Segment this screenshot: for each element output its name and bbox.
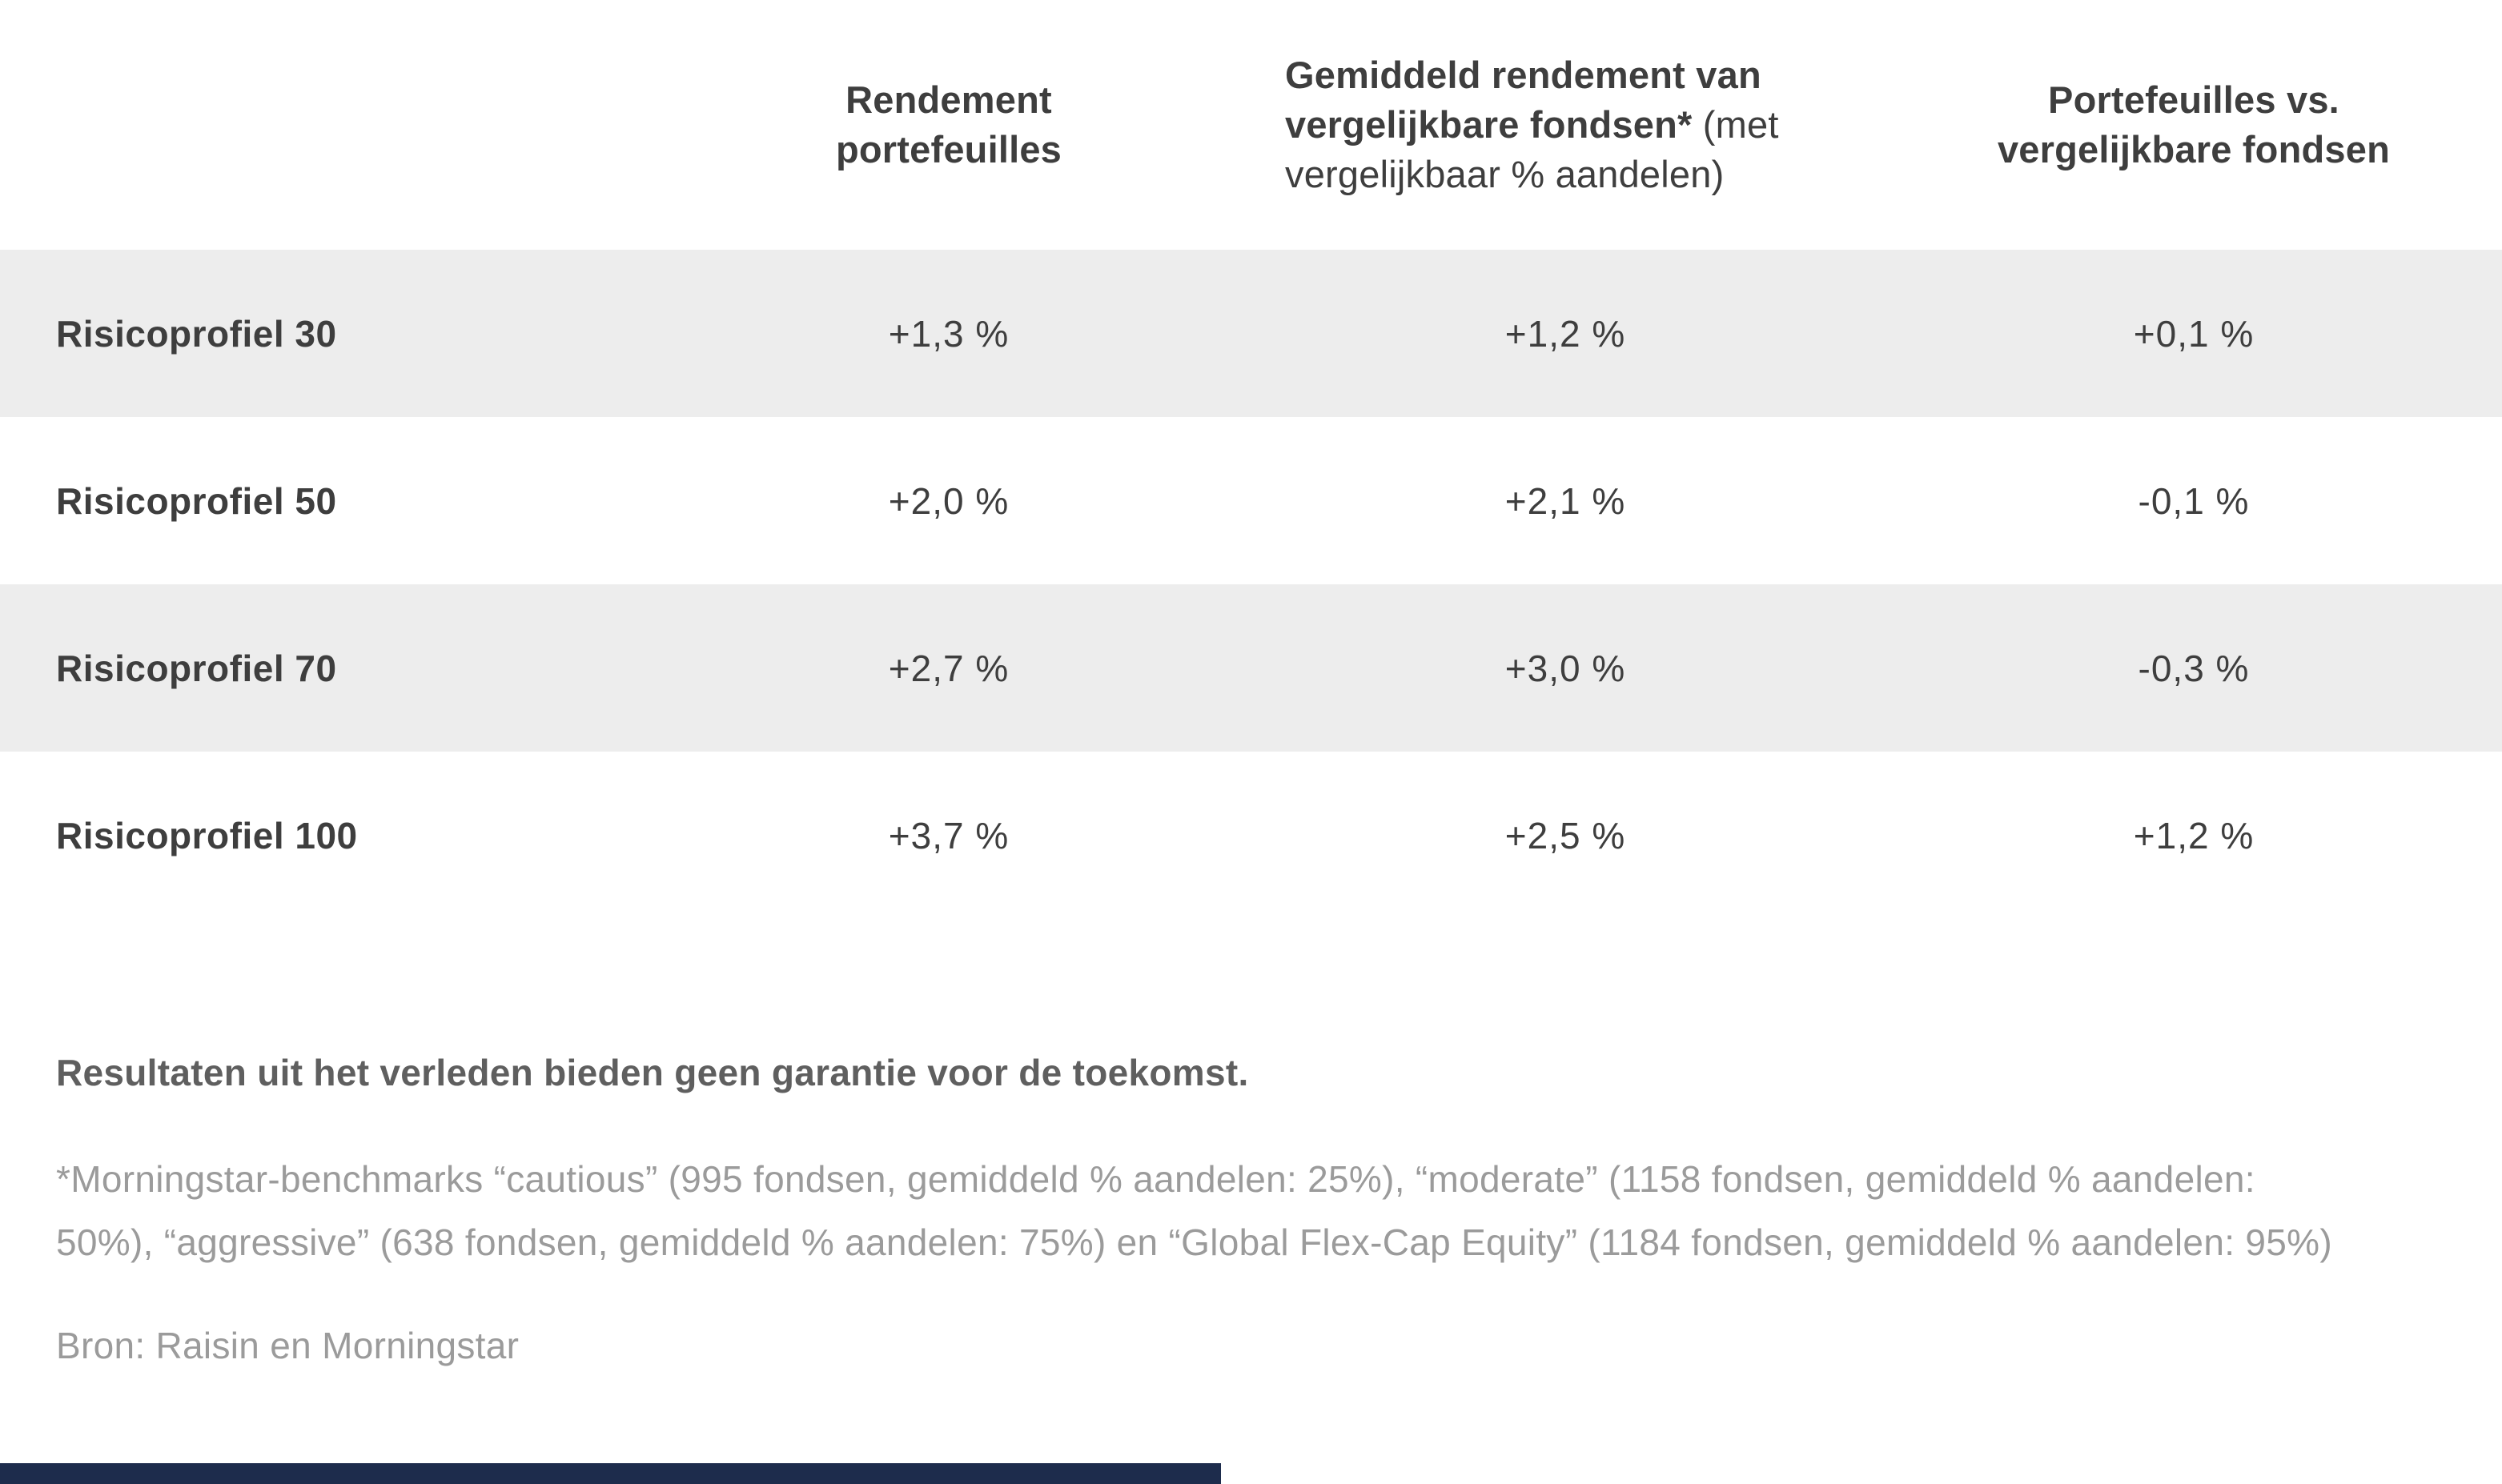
table-row-risicoprofiel-50: Risicoprofiel 50 +2,0 % +2,1 % -0,1 % <box>0 417 2502 584</box>
cell-funds-return: +2,5 % <box>1504 814 1626 856</box>
risk-profile-returns-table: Rendement portefeuilles Gemiddeld rendem… <box>0 0 2502 919</box>
bottom-navy-bar <box>0 1463 1221 1484</box>
cell-portfolio-return: +1,3 % <box>888 312 1010 355</box>
morningstar-benchmarks-footnote: *Morningstar-benchmarks “cautious” (995 … <box>56 1158 2332 1263</box>
cell-funds-return: +1,2 % <box>1504 312 1626 355</box>
cell-funds-return: +3,0 % <box>1504 647 1626 689</box>
cell-portfolio-return: +3,7 % <box>888 814 1010 856</box>
row-label: Risicoprofiel 70 <box>56 647 337 689</box>
cell-portfolio-return: +2,7 % <box>888 647 1010 689</box>
row-label: Risicoprofiel 100 <box>56 814 358 856</box>
table-row-risicoprofiel-30: Risicoprofiel 30 +1,3 % +1,2 % +0,1 % <box>0 250 2502 417</box>
header-comparable-funds-return-label: Gemiddeld rendement van vergelijkbare fo… <box>1285 50 1845 199</box>
row-label: Risicoprofiel 50 <box>56 479 337 522</box>
table-row-risicoprofiel-70: Risicoprofiel 70 +2,7 % +3,0 % -0,3 % <box>0 584 2502 752</box>
header-comparable-funds-return: Gemiddeld rendement van vergelijkbare fo… <box>1177 50 1954 199</box>
header-portfolio-return: Rendement portefeuilles <box>721 75 1177 174</box>
table-header-row: Rendement portefeuilles Gemiddeld rendem… <box>0 0 2502 250</box>
header-comparable-funds-return-note: (met vergelijkbaar % aandelen) <box>1285 103 1779 195</box>
cell-funds-return: +2,1 % <box>1504 479 1626 522</box>
header-comparable-funds-return-bold: Gemiddeld rendement van vergelijkbare fo… <box>1285 54 1761 146</box>
source-attribution: Bron: Raisin en Morningstar <box>56 1325 520 1366</box>
header-portfolio-vs-funds: Portefeuilles vs. vergelijkbare fondsen <box>1954 75 2434 174</box>
cell-difference: -0,1 % <box>2138 479 2250 522</box>
cell-difference: +0,1 % <box>2133 312 2255 355</box>
row-label: Risicoprofiel 30 <box>56 312 337 355</box>
cell-difference: -0,3 % <box>2138 647 2250 689</box>
table-row-risicoprofiel-100: Risicoprofiel 100 +3,7 % +2,5 % +1,2 % <box>0 752 2502 919</box>
header-portfolio-vs-funds-label: Portefeuilles vs. vergelijkbare fondsen <box>1997 78 2391 170</box>
cell-portfolio-return: +2,0 % <box>888 479 1010 522</box>
header-portfolio-return-label: Rendement portefeuilles <box>835 78 1062 170</box>
past-results-disclaimer: Resultaten uit het verleden bieden geen … <box>56 1052 1249 1093</box>
cell-difference: +1,2 % <box>2133 814 2255 856</box>
